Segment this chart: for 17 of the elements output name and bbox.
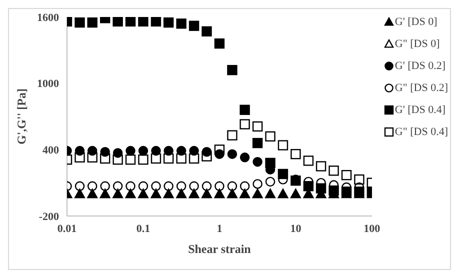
y-tick-label: -200 (38, 210, 60, 223)
x-tick-label: 1 (216, 222, 222, 235)
x-tick-label: 0.1 (136, 222, 150, 235)
y-tick-label: 1000 (37, 78, 60, 90)
legend-label: G" [DS 0.4] (394, 125, 448, 140)
y-axis-title: G',G'' [Pa] (14, 88, 28, 144)
x-tick-label: 100 (364, 222, 381, 235)
legend-label: G' [DS 0.4] (394, 103, 446, 118)
y-tick-label: 1600 (37, 12, 60, 24)
legend-label: G" [DS 0.2] (394, 81, 448, 96)
legend-label: G' [DS 0.2] (394, 59, 446, 74)
y-tick-label: 400 (42, 144, 60, 157)
x-tick-label: 0.01 (57, 222, 77, 235)
legend-label: G" [DS 0] (394, 37, 440, 52)
x-axis-title: Shear strain (188, 242, 252, 256)
legend-label: G' [DS 0] (394, 15, 438, 30)
x-tick-label: 10 (290, 222, 302, 235)
